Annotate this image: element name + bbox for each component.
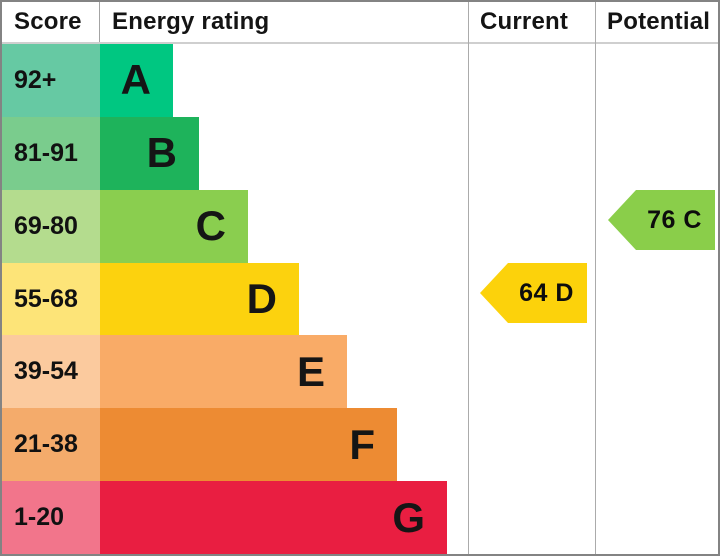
bands: 92+ A 81-91 B 69-80 C 55-68 D 39-54 E 21-38 F 1-20 G (2, 44, 718, 554)
band-row-f: 21-38 F (2, 408, 718, 482)
potential-rating-label: 76 C (647, 205, 702, 234)
band-row-d: 55-68 D (2, 262, 718, 336)
band-row-e: 39-54 E (2, 335, 718, 409)
band-score-f: 21-38 (2, 408, 100, 482)
header-potential: Potential (607, 8, 711, 35)
header-energy-rating: Energy rating (112, 8, 270, 35)
band-row-g: 1-20 G (2, 481, 718, 554)
band-score-b: 81-91 (2, 116, 100, 190)
band-score-g: 1-20 (2, 481, 100, 554)
band-bar-f: F (100, 408, 397, 482)
band-bar-g: G (100, 481, 447, 554)
band-row-a: 92+ A (2, 44, 718, 117)
band-score-e: 39-54 (2, 335, 100, 409)
band-score-c: 69-80 (2, 189, 100, 263)
band-bar-b: B (100, 116, 199, 190)
header-score: Score (2, 2, 100, 42)
band-score-a: 92+ (2, 44, 100, 117)
column-divider-current (468, 2, 469, 554)
header-current: Current (480, 8, 569, 35)
band-bar-e: E (100, 335, 347, 409)
band-bar-c: C (100, 189, 248, 263)
band-bar-a: A (100, 44, 173, 117)
current-rating-label: 64 D (519, 278, 574, 307)
header-row: Score Energy rating Current Potential (2, 2, 718, 44)
band-bar-d: D (100, 262, 299, 336)
band-row-b: 81-91 B (2, 116, 718, 190)
column-divider-potential (595, 2, 596, 554)
band-score-d: 55-68 (2, 262, 100, 336)
band-row-c: 69-80 C (2, 189, 718, 263)
